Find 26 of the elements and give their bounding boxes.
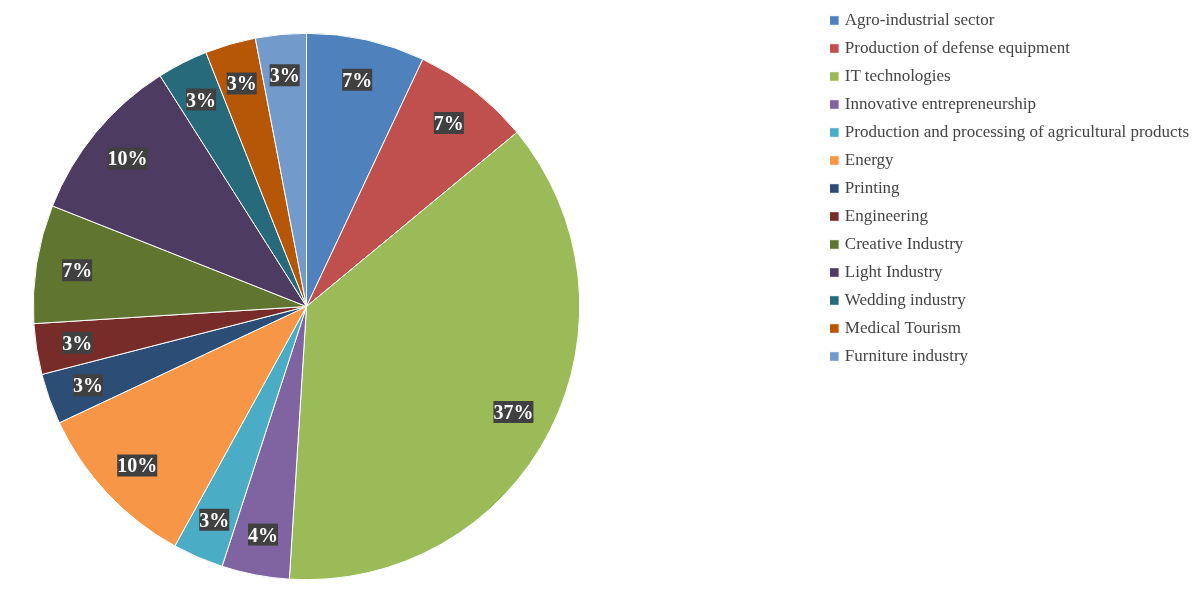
data-label: 3% bbox=[269, 64, 300, 87]
legend-label: Furniture industry bbox=[844, 346, 969, 366]
legend-label: Energy bbox=[844, 150, 894, 170]
legend-label: Printing bbox=[844, 178, 900, 198]
data-label: 37% bbox=[493, 400, 534, 423]
legend-label: IT technologies bbox=[844, 66, 951, 86]
legend-label: Engineering bbox=[844, 206, 928, 226]
data-label: 10% bbox=[107, 147, 148, 170]
legend-label: Light Industry bbox=[844, 262, 943, 282]
legend-label: Medical Tourism bbox=[844, 318, 961, 338]
data-label: 4% bbox=[247, 523, 278, 546]
data-label: 7% bbox=[62, 259, 93, 282]
data-label: 3% bbox=[199, 508, 230, 531]
legend-label: Production and processing of agricultural products bbox=[844, 122, 1189, 142]
data-label: 3% bbox=[62, 331, 93, 354]
data-label: 3% bbox=[73, 374, 103, 397]
legend-label: Agro-industrial sector bbox=[844, 10, 995, 30]
legend-label: Innovative entrepreneurship bbox=[844, 94, 1037, 114]
legend-label: Production of defense equipment bbox=[844, 38, 1071, 58]
data-label: 3% bbox=[186, 88, 217, 111]
legend-label: Creative Industry bbox=[844, 234, 964, 254]
data-label: 7% bbox=[342, 68, 373, 91]
data-label: 7% bbox=[433, 112, 464, 134]
data-label: 10% bbox=[117, 454, 158, 477]
data-label: 3% bbox=[226, 72, 257, 95]
legend-label: Wedding industry bbox=[844, 290, 966, 310]
